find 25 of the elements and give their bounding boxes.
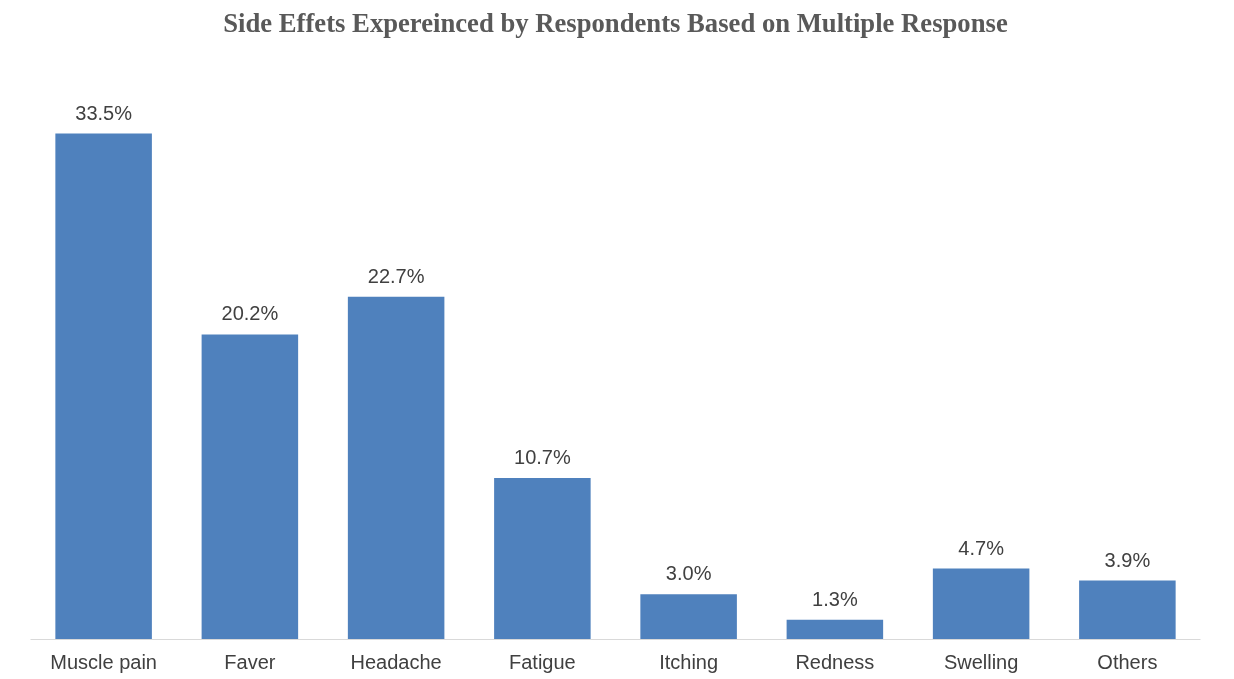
- bar: [640, 594, 737, 640]
- data-label: 1.3%: [812, 587, 858, 610]
- data-label: 33.5%: [75, 101, 133, 124]
- x-tick-label: Redness: [795, 650, 875, 673]
- x-tick-label: Others: [1097, 650, 1158, 673]
- data-label: 22.7%: [367, 264, 425, 287]
- bar: [347, 296, 445, 640]
- chart-title: Side Effets Expereinced by Respondents Based on Multiple Response: [223, 7, 1008, 38]
- bar: [786, 619, 884, 640]
- data-label: 10.7%: [514, 445, 571, 468]
- x-tick-label: Swelling: [943, 650, 1019, 673]
- bar: [494, 477, 591, 640]
- data-label: 20.2%: [221, 302, 279, 325]
- data-label: 3.9%: [1104, 548, 1151, 571]
- data-label: 4.7%: [958, 536, 1005, 559]
- x-tick-label: Faver: [224, 650, 276, 673]
- bar: [1079, 580, 1176, 640]
- data-label: 3.0%: [665, 562, 712, 585]
- x-tick-label: Headache: [350, 650, 442, 673]
- x-tick-label: Muscle pain: [50, 650, 157, 673]
- bar: [201, 334, 299, 640]
- x-tick-label: Itching: [659, 650, 719, 673]
- bar: [55, 133, 152, 640]
- x-tick-label: Fatigue: [509, 650, 576, 673]
- bar: [932, 568, 1030, 640]
